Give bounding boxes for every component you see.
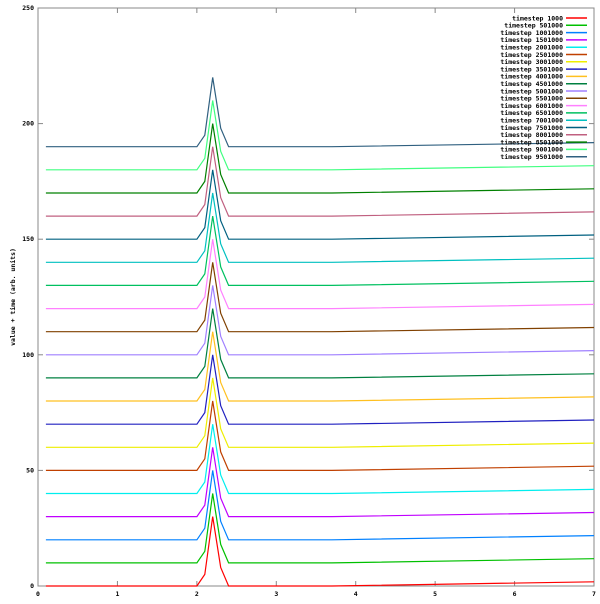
- x-tick-label: 0: [36, 590, 40, 598]
- series-line: [45, 400, 595, 471]
- x-tick-label: 6: [513, 590, 517, 598]
- legend-label: timestep 9501000: [500, 153, 563, 161]
- legend-label: timestep 4501000: [500, 80, 563, 88]
- x-tick-label: 3: [274, 590, 278, 598]
- y-tick-label: 50: [26, 466, 34, 474]
- series-line: [45, 216, 595, 286]
- y-tick-label: 150: [22, 235, 34, 243]
- series-line: [45, 447, 595, 518]
- x-tick-label: 5: [433, 590, 437, 598]
- series-line: [45, 354, 595, 425]
- legend-label: timestep 2501000: [500, 51, 563, 59]
- series-line: [45, 493, 595, 564]
- y-tick-label: 0: [30, 582, 34, 590]
- legend-label: timestep 5001000: [500, 87, 563, 95]
- series-line: [45, 239, 595, 310]
- legend-label: timestep 1000: [512, 14, 563, 22]
- x-tick-label: 1: [115, 590, 119, 598]
- legend-label: timestep 501000: [504, 22, 563, 30]
- legend-label: timestep 6501000: [500, 109, 563, 117]
- legend-label: timestep 8501000: [500, 138, 563, 146]
- series-line: [45, 77, 595, 148]
- series-line: [45, 424, 595, 495]
- series-line: [45, 262, 595, 333]
- series-line: [45, 516, 595, 587]
- series-line: [45, 377, 595, 448]
- y-axis-label: value + time (arb. units): [9, 248, 17, 346]
- legend-label: timestep 5501000: [500, 95, 563, 103]
- legend-label: timestep 7501000: [500, 124, 563, 132]
- x-tick-label: 4: [354, 590, 358, 598]
- legend-label: timestep 1001000: [500, 29, 563, 37]
- series-line: [45, 169, 595, 240]
- series-line: [45, 470, 595, 541]
- legend-label: timestep 4001000: [500, 73, 563, 81]
- y-tick-label: 200: [22, 120, 34, 128]
- legend-label: timestep 2001000: [500, 44, 563, 52]
- legend-label: timestep 3501000: [500, 65, 563, 73]
- series-line: [45, 285, 595, 356]
- series-line: [45, 331, 595, 402]
- x-tick-label: 7: [592, 590, 596, 598]
- x-tick-label: 2: [195, 590, 199, 598]
- y-tick-label: 100: [22, 351, 34, 359]
- series-line: [45, 308, 595, 379]
- series-line: [45, 100, 595, 171]
- y-tick-label: 250: [22, 4, 34, 12]
- series-line: [45, 192, 595, 263]
- legend-label: timestep 8001000: [500, 131, 563, 139]
- series-line: [45, 123, 595, 194]
- legend-label: timestep 7001000: [500, 117, 563, 125]
- legend-label: timestep 9001000: [500, 146, 563, 154]
- legend-label: timestep 1501000: [500, 36, 563, 44]
- legend-label: timestep 6001000: [500, 102, 563, 110]
- series-line: [45, 146, 595, 217]
- legend-label: timestep 3001000: [500, 58, 563, 66]
